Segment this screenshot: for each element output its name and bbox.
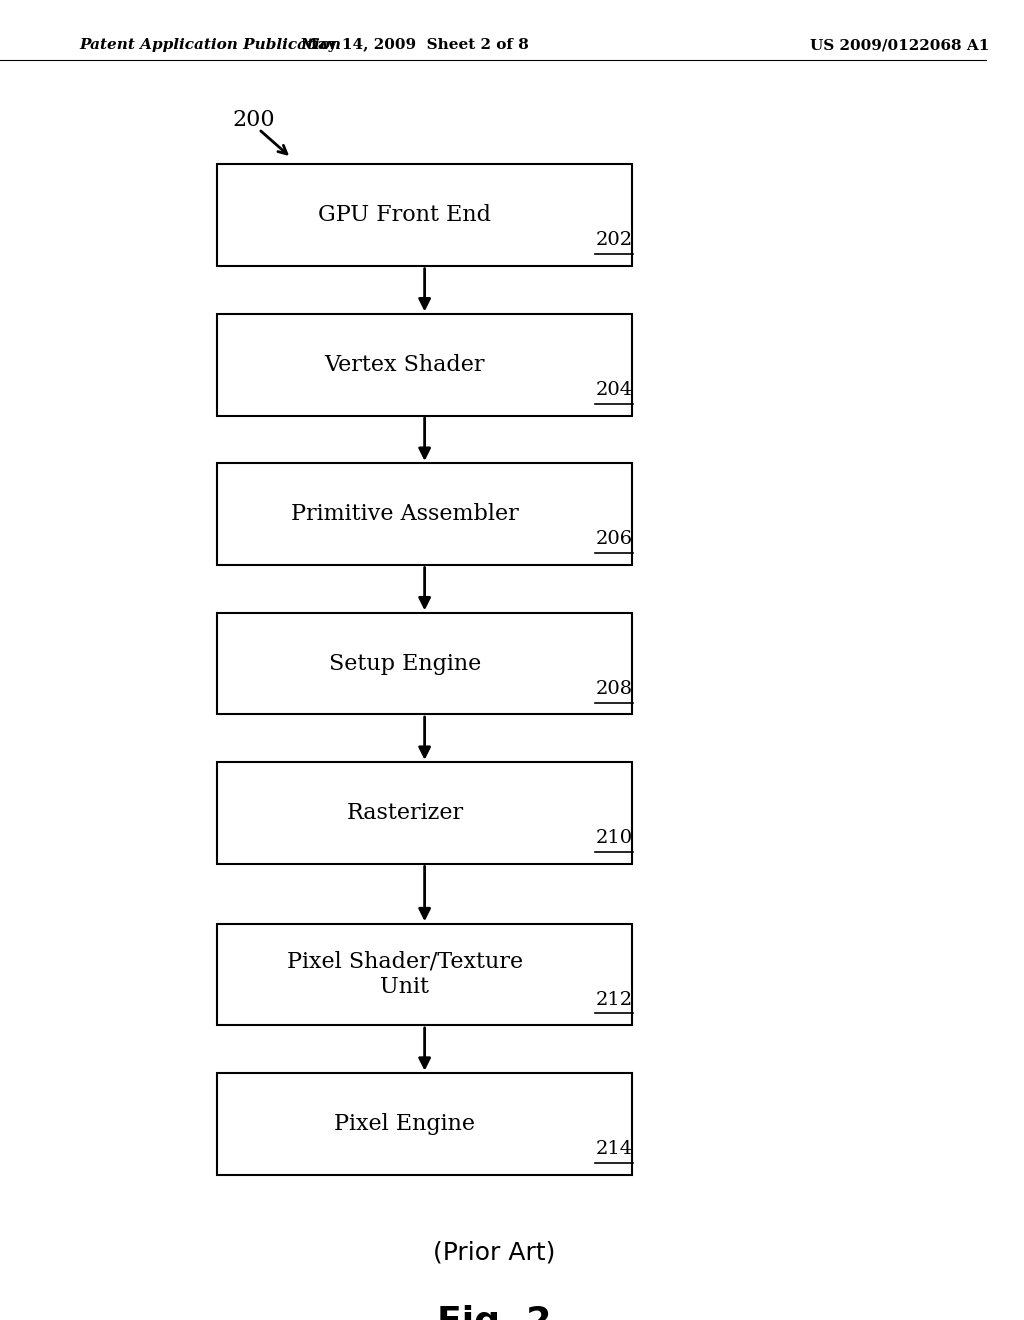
Text: Pixel Shader/Texture
Unit: Pixel Shader/Texture Unit — [287, 950, 523, 998]
Text: Vertex Shader: Vertex Shader — [325, 354, 485, 376]
Text: May 14, 2009  Sheet 2 of 8: May 14, 2009 Sheet 2 of 8 — [301, 38, 528, 53]
Text: 210: 210 — [596, 829, 633, 847]
Text: 202: 202 — [596, 231, 633, 249]
Text: 212: 212 — [596, 990, 633, 1008]
Text: Rasterizer: Rasterizer — [346, 803, 464, 824]
Text: 214: 214 — [596, 1140, 633, 1158]
Bar — [217, 1073, 632, 1175]
Text: Primitive Assembler: Primitive Assembler — [291, 503, 519, 525]
Text: 208: 208 — [596, 680, 633, 698]
Bar — [217, 924, 632, 1026]
Bar — [217, 612, 632, 714]
Text: 204: 204 — [596, 380, 633, 399]
Bar — [217, 314, 632, 416]
Text: 200: 200 — [232, 108, 274, 131]
Text: Patent Application Publication: Patent Application Publication — [79, 38, 341, 53]
Text: 206: 206 — [596, 531, 633, 548]
Text: GPU Front End: GPU Front End — [318, 205, 492, 226]
Bar — [217, 165, 632, 267]
Text: Fig. 2: Fig. 2 — [436, 1305, 551, 1320]
Text: Pixel Engine: Pixel Engine — [335, 1113, 475, 1135]
Text: (Prior Art): (Prior Art) — [432, 1241, 555, 1265]
Bar — [217, 463, 632, 565]
Text: US 2009/0122068 A1: US 2009/0122068 A1 — [810, 38, 989, 53]
Bar — [217, 763, 632, 865]
Text: Setup Engine: Setup Engine — [329, 652, 481, 675]
